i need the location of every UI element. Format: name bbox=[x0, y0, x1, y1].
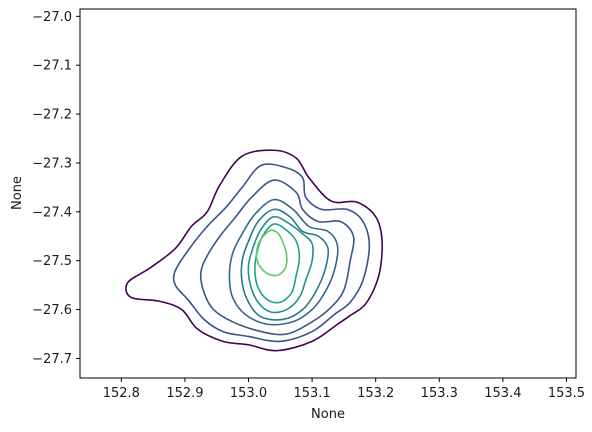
contour-levels bbox=[125, 149, 383, 352]
x-tick-label: 153.1 bbox=[293, 386, 330, 401]
y-tick-label: −27.2 bbox=[32, 108, 72, 123]
plot-frame bbox=[79, 8, 577, 379]
contour-level-6 bbox=[247, 215, 314, 314]
contour-level-3 bbox=[199, 179, 355, 336]
x-tick-label: 152.9 bbox=[166, 386, 203, 401]
contour-level-8 bbox=[255, 229, 288, 277]
x-tick-label: 153.5 bbox=[548, 386, 585, 401]
y-tick-label: −27.6 bbox=[32, 303, 72, 318]
y-tick-label: −27.1 bbox=[32, 59, 72, 74]
y-axis-ticks: −27.0 −27.1 −27.2 −27.3 −27.4 −27.5 −27.6 −27.7 bbox=[32, 10, 80, 367]
contour-level-1 bbox=[125, 149, 383, 352]
x-tick-label: 153.0 bbox=[230, 386, 267, 401]
x-axis-ticks: 152.8 152.9 153.0 153.1 153.2 153.3 153.4 153.5 bbox=[103, 378, 585, 401]
y-tick-label: −27.7 bbox=[32, 352, 72, 367]
x-tick-label: 153.4 bbox=[484, 386, 521, 401]
contour-level-7 bbox=[254, 223, 301, 304]
contour-level-2 bbox=[172, 163, 371, 343]
y-tick-label: −27.4 bbox=[32, 205, 72, 220]
contour-level-5 bbox=[240, 208, 330, 321]
x-tick-label: 153.2 bbox=[357, 386, 394, 401]
contour-level-4 bbox=[228, 198, 339, 326]
x-axis-label: None bbox=[311, 407, 345, 422]
y-tick-label: −27.3 bbox=[32, 156, 72, 171]
x-tick-label: 152.8 bbox=[103, 386, 140, 401]
x-tick-label: 153.3 bbox=[421, 386, 458, 401]
y-tick-label: −27.5 bbox=[32, 254, 72, 269]
y-axis-label: None bbox=[10, 176, 25, 210]
y-tick-label: −27.0 bbox=[32, 10, 72, 25]
